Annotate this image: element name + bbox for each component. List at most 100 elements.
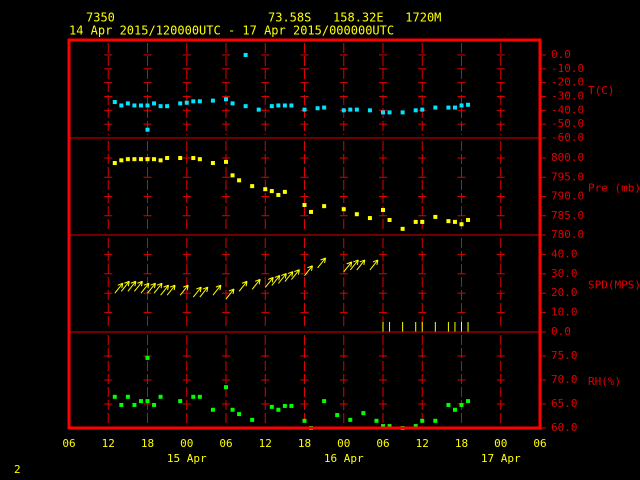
data-point	[466, 399, 471, 404]
data-point	[230, 101, 235, 106]
y-tick-label: 70.0	[551, 373, 578, 386]
data-point	[191, 99, 196, 104]
data-point	[459, 402, 464, 407]
data-point	[374, 418, 379, 423]
data-point	[452, 105, 457, 110]
data-point	[387, 424, 392, 429]
y-tick-label: 10.0	[551, 306, 578, 319]
x-tick-label: 00	[337, 437, 350, 450]
wind-arrow	[369, 259, 379, 271]
data-point	[250, 184, 255, 189]
data-point	[112, 100, 117, 105]
data-point	[433, 105, 438, 110]
data-point	[289, 103, 294, 108]
data-point	[433, 214, 438, 219]
data-point	[224, 385, 228, 390]
x-tick-label: 00	[180, 437, 193, 450]
data-point	[191, 156, 196, 161]
data-point	[178, 101, 183, 106]
data-point	[178, 399, 183, 404]
wind-arrow	[304, 265, 313, 277]
x-tick-label: 12	[259, 437, 272, 450]
data-point	[263, 187, 268, 192]
data-point	[446, 402, 451, 407]
data-point	[243, 104, 248, 109]
data-point	[230, 407, 235, 412]
data-point	[348, 417, 353, 422]
y-tick-label: -40.0	[551, 103, 584, 116]
y-tick-label: 20.0	[551, 286, 578, 299]
data-point	[197, 394, 202, 399]
y-axis-label: RH(%)	[588, 375, 621, 388]
data-point	[178, 156, 183, 161]
data-point	[230, 173, 235, 178]
x-tick-label: 06	[376, 437, 389, 450]
y-tick-label: 785.0	[551, 209, 584, 222]
data-point	[125, 157, 130, 162]
y-tick-label: 0.0	[551, 325, 571, 338]
data-point	[381, 424, 385, 429]
wind-arrow	[343, 261, 353, 273]
data-point	[210, 407, 215, 412]
data-point	[367, 108, 372, 113]
plot-frame	[67, 38, 542, 430]
data-point	[158, 158, 163, 163]
y-tick-label: -10.0	[551, 62, 584, 75]
x-tick-label: 18	[298, 437, 311, 450]
data-point	[237, 412, 242, 417]
data-point	[420, 219, 425, 224]
data-point	[145, 399, 150, 404]
wind-arrow	[251, 278, 261, 290]
x-tick-label: 06	[219, 437, 232, 450]
data-point	[145, 355, 150, 360]
wind-arrow	[153, 282, 163, 294]
data-point	[158, 104, 163, 109]
data-point	[184, 100, 189, 105]
data-point	[224, 159, 228, 164]
y-tick-label: -50.0	[551, 117, 584, 130]
y-tick-label: -60.0	[551, 131, 584, 144]
data-point	[302, 107, 307, 112]
data-point	[420, 107, 425, 112]
data-point	[119, 402, 124, 407]
y-axis-label: Pre (mb)	[588, 182, 640, 195]
data-point	[250, 417, 255, 422]
x-tick-label: 12	[102, 437, 115, 450]
time-period: 14 Apr 2015/120000UTC - 17 Apr 2015/0000…	[69, 24, 394, 38]
data-point	[289, 403, 294, 408]
x-tick-label: 18	[141, 437, 154, 450]
data-point	[145, 103, 150, 108]
wind-arrow	[356, 259, 366, 271]
data-point	[191, 394, 196, 399]
wind-arrow	[134, 280, 143, 292]
data-point	[276, 103, 281, 108]
station-id: 7350	[86, 11, 115, 25]
data-point	[119, 158, 124, 163]
y-tick-label: 780.0	[551, 228, 584, 241]
y-tick-label: 795.0	[551, 170, 584, 183]
data-point	[459, 103, 464, 108]
x-tick-label: 06	[533, 437, 546, 450]
y-tick-label: 40.0	[551, 247, 578, 260]
data-point	[282, 189, 287, 194]
wind-arrow	[349, 259, 359, 271]
data-point	[243, 52, 248, 57]
data-point	[145, 157, 150, 162]
data-point	[335, 413, 340, 418]
day-label: 15 Apr	[167, 452, 207, 465]
day-label: 16 Apr	[324, 452, 364, 465]
data-point	[152, 157, 157, 162]
data-point	[341, 108, 346, 113]
data-point	[452, 407, 457, 412]
data-point	[132, 103, 137, 108]
y-axis-label: SPD(MPS)	[588, 279, 640, 292]
data-point	[361, 411, 366, 416]
data-point	[158, 394, 163, 399]
data-point	[276, 192, 281, 197]
data-point	[302, 202, 307, 207]
data-point	[302, 418, 307, 423]
data-point	[282, 103, 287, 108]
wind-arrow	[199, 286, 209, 298]
data-point	[138, 399, 143, 404]
